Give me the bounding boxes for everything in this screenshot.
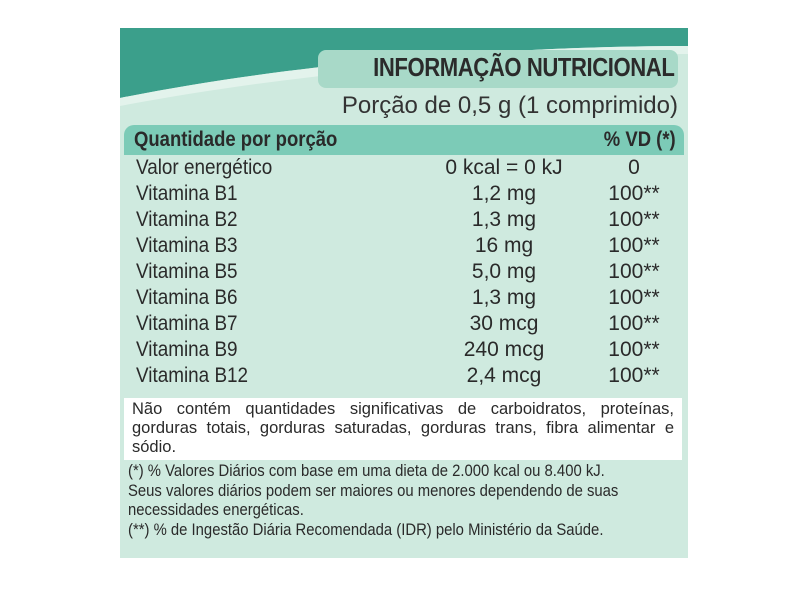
not-significant-note: Não contém quantidades significativas de… <box>124 398 682 460</box>
table-row: Vitamina B7 30 mcg 100** <box>124 311 684 337</box>
footnote: necessidades energéticas. <box>128 501 304 519</box>
table-row: Vitamina B5 5,0 mg 100** <box>124 259 684 285</box>
table-row: Vitamina B6 1,3 mg 100** <box>124 285 684 311</box>
header-vd: % VD (*) <box>604 128 676 151</box>
nutrient-vd: 100** <box>608 338 660 361</box>
nutrient-amount: 240 mcg <box>463 338 545 361</box>
table-row: Vitamina B1 1,2 mg 100** <box>124 181 684 207</box>
nutrient-vd: 100** <box>608 260 660 283</box>
nutrient-name: Vitamina B6 <box>136 286 238 309</box>
nutrient-vd: 100** <box>608 286 660 309</box>
nutrient-amount: 1,3 mg <box>471 208 537 231</box>
nutrient-name: Vitamina B2 <box>136 208 238 231</box>
footnote: Seus valores diários podem ser maiores o… <box>128 481 619 500</box>
table-row: Vitamina B9 240 mcg 100** <box>124 337 684 363</box>
nutrient-table: Valor energético 0 kcal = 0 kJ 0 Vitamina B… <box>124 155 684 389</box>
nutrient-vd: 100** <box>608 234 660 257</box>
title-bar <box>318 50 678 88</box>
nutrient-name: Vitamina B1 <box>136 182 238 205</box>
nutrition-label: INFORMAÇÃO NUTRICIONAL Porção de 0,5 g (… <box>120 28 688 558</box>
footnote: (*) % Valores Diários com base em uma di… <box>128 462 605 480</box>
table-header: Quantidade por porção % VD (*) <box>124 125 684 155</box>
portion-size: Porção de 0,5 g (1 comprimido) <box>341 92 678 119</box>
nutrient-amount: 1,3 mg <box>471 286 537 309</box>
nutrient-amount: 16 mg <box>474 234 534 257</box>
table-row: Vitamina B2 1,3 mg 100** <box>124 207 684 233</box>
footnote: (**) % de Ingestão Diária Recomendada (I… <box>128 520 604 539</box>
nutrient-name: Vitamina B3 <box>136 234 238 257</box>
header-quantity: Quantidade por porção <box>134 128 338 151</box>
nutrient-vd: 100** <box>608 182 660 205</box>
nutrient-name: Vitamina B7 <box>136 312 238 335</box>
table-row: Valor energético 0 kcal = 0 kJ 0 <box>124 155 684 181</box>
nutrient-name: Vitamina B12 <box>136 364 249 387</box>
nutrient-amount: 1,2 mg <box>471 182 537 205</box>
nutrient-amount: 0 kcal = 0 kJ <box>445 156 563 179</box>
footnotes: (*) % Valores Diários com base em uma di… <box>128 462 677 540</box>
nutrient-vd: 100** <box>608 364 660 387</box>
table-row: Vitamina B12 2,4 mcg 100** <box>124 363 684 389</box>
table-row: Vitamina B3 16 mg 100** <box>124 233 684 259</box>
nutrient-amount: 2,4 mcg <box>466 364 542 387</box>
label-title: INFORMAÇÃO NUTRICIONAL <box>372 52 675 82</box>
nutrient-vd: 100** <box>608 208 660 231</box>
nutrient-name: Valor energético <box>136 156 273 179</box>
nutrient-amount: 5,0 mg <box>471 260 537 283</box>
nutrient-vd: 100** <box>608 312 660 335</box>
nutrient-name: Vitamina B9 <box>136 338 238 361</box>
nutrient-vd: 0 <box>628 156 640 179</box>
nutrient-name: Vitamina B5 <box>136 260 238 283</box>
nutrient-amount: 30 mcg <box>469 312 539 335</box>
